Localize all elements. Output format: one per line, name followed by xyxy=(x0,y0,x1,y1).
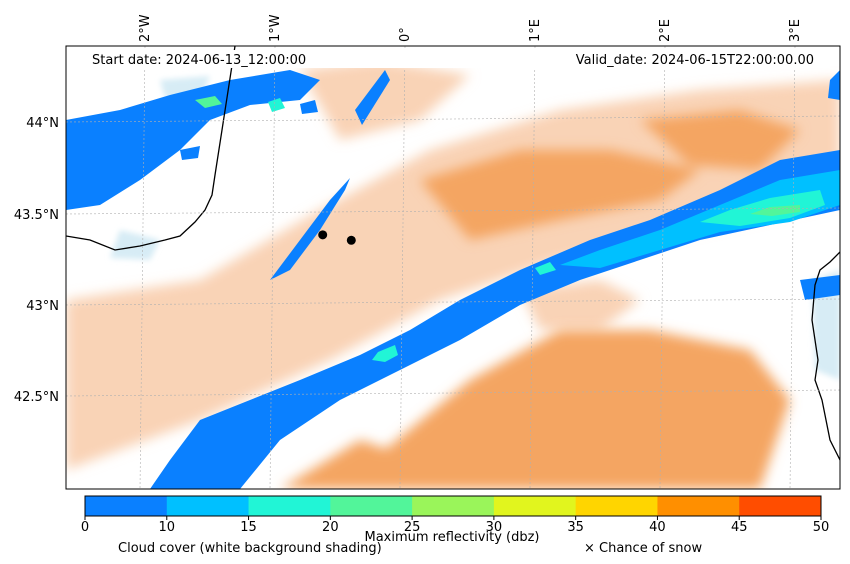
colorbar-tick-label: 45 xyxy=(731,520,748,535)
colorbar-ticks: 0 10 15 20 25 30 35 40 45 50 xyxy=(81,516,829,535)
reflectivity-band xyxy=(150,150,840,489)
map-frame xyxy=(65,45,841,490)
valid-date: Valid_date: 2024-06-15T22:00:00.00 xyxy=(576,53,814,68)
lon-label: 1°E xyxy=(528,19,543,42)
cloud-cover-note: Cloud cover (white background shading) xyxy=(118,541,382,556)
gridlines xyxy=(66,46,840,489)
colorbar-tick-label: 35 xyxy=(567,520,584,535)
lon-label: 2°W xyxy=(138,14,153,42)
longitude-labels: 2°W 1°W 0° 1°E 2°E 3°E xyxy=(138,14,803,42)
header-strip xyxy=(80,50,830,68)
lat-label: 42.5°N xyxy=(14,390,59,405)
colorbar-segment xyxy=(412,496,495,516)
colorbar-segment xyxy=(166,496,250,516)
reflectivity-northwest xyxy=(66,70,840,300)
lon-label: 0° xyxy=(398,27,413,42)
start-date: Start date: 2024-06-13_12:00:00 xyxy=(92,53,306,68)
colorbar-tick-label: 40 xyxy=(649,520,666,535)
snow-note: × Chance of snow xyxy=(584,541,702,556)
lon-label: 2°E xyxy=(658,19,673,42)
colorbar-tick-label: 30 xyxy=(486,520,503,535)
colorbar-segment xyxy=(657,496,740,516)
colorbar-segment xyxy=(248,496,331,516)
colorbar-segment xyxy=(739,496,822,516)
colorbar-tick-label: 15 xyxy=(240,520,257,535)
colorbar-segment xyxy=(85,496,168,516)
lat-label: 43°N xyxy=(26,299,59,314)
colorbar-tick-label: 25 xyxy=(404,520,421,535)
colorbar-frame xyxy=(84,495,822,517)
colorbar-tick-label: 50 xyxy=(813,520,830,535)
colorbar-segment xyxy=(330,496,413,516)
station-2-marker xyxy=(346,235,356,245)
station-1-marker xyxy=(318,230,328,240)
colorbar-tick-label: 0 xyxy=(81,520,89,535)
lon-label: 3°E xyxy=(788,19,803,42)
lon-label: 1°W xyxy=(268,14,283,42)
lat-label: 44°N xyxy=(26,116,59,131)
cloud-cover-dense xyxy=(280,110,800,489)
colorbar-label: Maximum reflectivity (dbz) xyxy=(365,530,540,545)
coastline xyxy=(66,46,840,461)
lat-label: 43.5°N xyxy=(14,208,59,223)
station-markers xyxy=(318,230,356,245)
latitude-labels: 44°N 43.5°N 43°N 42.5°N xyxy=(14,116,59,405)
colorbar-tick-label: 10 xyxy=(159,520,176,535)
colorbar-tick-label: 20 xyxy=(322,520,339,535)
colorbar-segment xyxy=(575,496,658,516)
map-layers xyxy=(66,46,840,489)
colorbar-segment xyxy=(493,496,577,516)
colorbar xyxy=(84,495,822,517)
